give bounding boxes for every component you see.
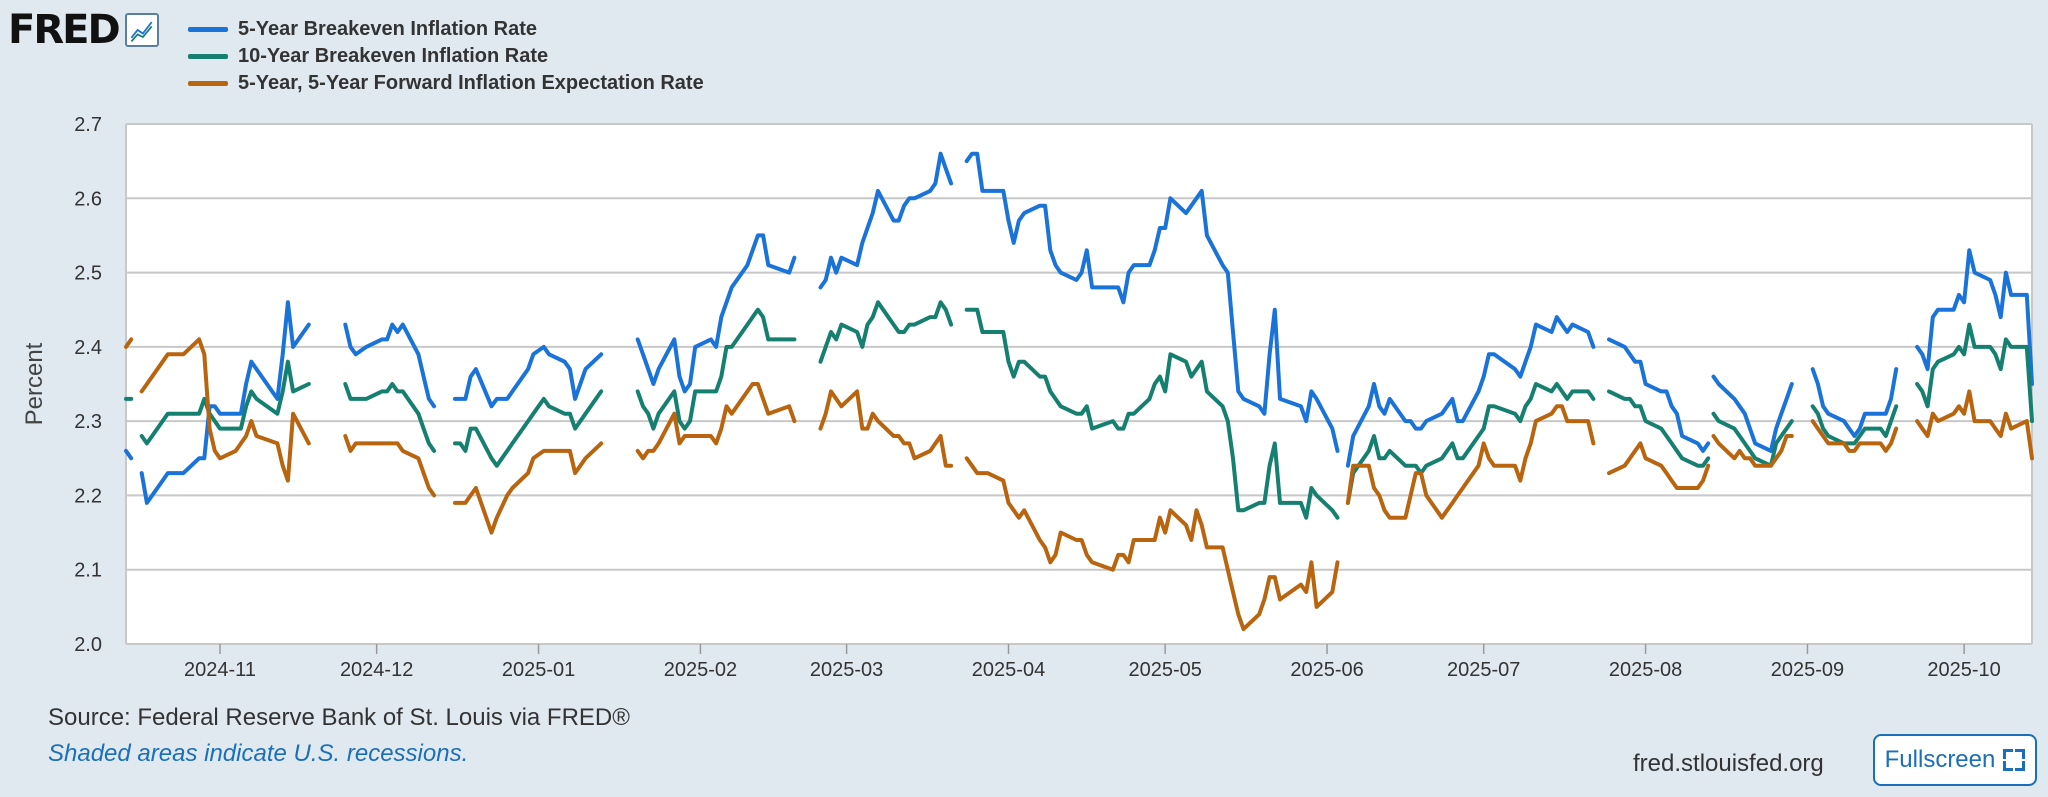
series-line-segment[interactable] (124, 337, 134, 349)
series-line-segment[interactable] (1915, 248, 2034, 386)
series-line-segment[interactable] (818, 151, 954, 290)
series-line-segment[interactable] (1607, 441, 1711, 490)
series-line-segment[interactable] (1810, 404, 1899, 446)
fred-logo[interactable]: FRED (8, 8, 159, 52)
series-line-segment[interactable] (343, 434, 437, 498)
series-line-segment[interactable] (1810, 419, 1899, 453)
y-tick-label: 2.0 (74, 634, 102, 656)
series-1 (124, 151, 2034, 505)
legend-swatch-5y5y-forward (188, 81, 228, 86)
chart-legend: 5-Year Breakeven Inflation Rate 10-Year … (188, 16, 704, 97)
legend-label-5y-breakeven: 5-Year Breakeven Inflation Rate (238, 18, 538, 40)
series-line-segment[interactable] (1915, 389, 2034, 461)
grid-lines (125, 123, 2033, 645)
series-line-segment[interactable] (964, 151, 1340, 453)
series-line-segment[interactable] (453, 344, 604, 409)
series-2 (124, 300, 2034, 520)
series-line-segment[interactable] (635, 382, 797, 461)
series-line-segment[interactable] (139, 359, 311, 446)
x-tick-label: 2025-03 (810, 659, 883, 681)
series-line-segment[interactable] (1345, 315, 1596, 468)
series-line-segment[interactable] (1915, 322, 2034, 424)
site-url[interactable]: fred.stlouisfed.org (1633, 750, 1824, 777)
series-line-segment[interactable] (1711, 411, 1794, 468)
fullscreen-label: Fullscreen (1884, 746, 1996, 773)
x-tick-label: 2025-10 (1927, 659, 2000, 681)
fred-logo-text: FRED (8, 7, 121, 53)
y-tick-label: 2.1 (74, 560, 102, 582)
series-line-segment[interactable] (964, 456, 1340, 632)
y-tick-label: 2.3 (74, 411, 102, 433)
series-line-segment[interactable] (818, 389, 954, 468)
legend-item-10y-breakeven[interactable]: 10-Year Breakeven Inflation Rate (188, 43, 704, 70)
series-line-segment[interactable] (635, 233, 797, 394)
y-tick-label: 2.2 (74, 485, 102, 507)
series-line-segment[interactable] (139, 337, 311, 483)
x-tick-label: 2025-02 (664, 659, 737, 681)
y-tick-label: 2.7 (74, 114, 102, 136)
legend-swatch-5y-breakeven (188, 27, 228, 32)
line-chart-icon (124, 13, 159, 47)
series-line-segment[interactable] (1345, 404, 1596, 520)
y-axis-label: Percent (21, 342, 48, 425)
series-line-segment[interactable] (124, 448, 134, 461)
x-tick-label: 2025-06 (1290, 659, 1363, 681)
fullscreen-icon (2003, 749, 2026, 771)
legend-swatch-10y-breakeven (188, 54, 228, 59)
series-line-segment[interactable] (343, 322, 437, 409)
y-axis-ticks: 2.0 2.1 2.2 2.3 2.4 2.5 2.6 2.7 (74, 114, 102, 656)
series-line-segment[interactable] (1810, 367, 1899, 438)
series-line-segment[interactable] (343, 382, 437, 453)
x-tick-label: 2024-11 (184, 659, 256, 681)
x-tick-label: 2025-05 (1128, 659, 1201, 681)
recession-note[interactable]: Shaded areas indicate U.S. recessions. (48, 740, 469, 767)
series-line-segment[interactable] (818, 300, 954, 364)
x-tick-label: 2025-08 (1609, 659, 1682, 681)
source-note: Source: Federal Reserve Bank of St. Loui… (48, 704, 630, 731)
legend-item-5y5y-forward[interactable]: 5-Year, 5-Year Forward Inflation Expecta… (188, 70, 704, 97)
legend-label-5y5y-forward: 5-Year, 5-Year Forward Inflation Expecta… (238, 72, 704, 94)
series-lines (124, 151, 2034, 632)
plot-area (126, 124, 2032, 644)
series-line-segment[interactable] (1711, 374, 1794, 453)
series-line-segment[interactable] (139, 300, 311, 505)
series-line-segment[interactable] (635, 307, 797, 431)
y-tick-label: 2.6 (74, 188, 102, 210)
series-line-segment[interactable] (1607, 337, 1711, 453)
series-3 (124, 337, 2034, 632)
x-tick-label: 2024-12 (340, 659, 413, 681)
series-line-segment[interactable] (964, 307, 1340, 520)
series-line-segment[interactable] (453, 441, 604, 535)
x-tick-label: 2025-01 (502, 659, 575, 681)
fullscreen-button[interactable]: Fullscreen (1873, 734, 2037, 786)
series-line-segment[interactable] (453, 389, 604, 468)
series-line-segment[interactable] (1711, 434, 1794, 468)
y-tick-label: 2.4 (74, 337, 102, 359)
x-tick-label: 2025-09 (1771, 659, 1844, 681)
y-tick-label: 2.5 (74, 263, 102, 285)
x-tick-label: 2025-07 (1447, 659, 1520, 681)
legend-label-10y-breakeven: 10-Year Breakeven Inflation Rate (238, 45, 549, 67)
x-tick-label: 2025-04 (972, 659, 1045, 681)
series-line-segment[interactable] (1607, 389, 1711, 468)
x-axis-ticks: 2024-11 2024-12 2025-01 2025-02 2025-03 2025-… (184, 644, 2001, 681)
series-line-segment[interactable] (1345, 382, 1596, 505)
legend-item-5y-breakeven[interactable]: 5-Year Breakeven Inflation Rate (188, 16, 704, 43)
